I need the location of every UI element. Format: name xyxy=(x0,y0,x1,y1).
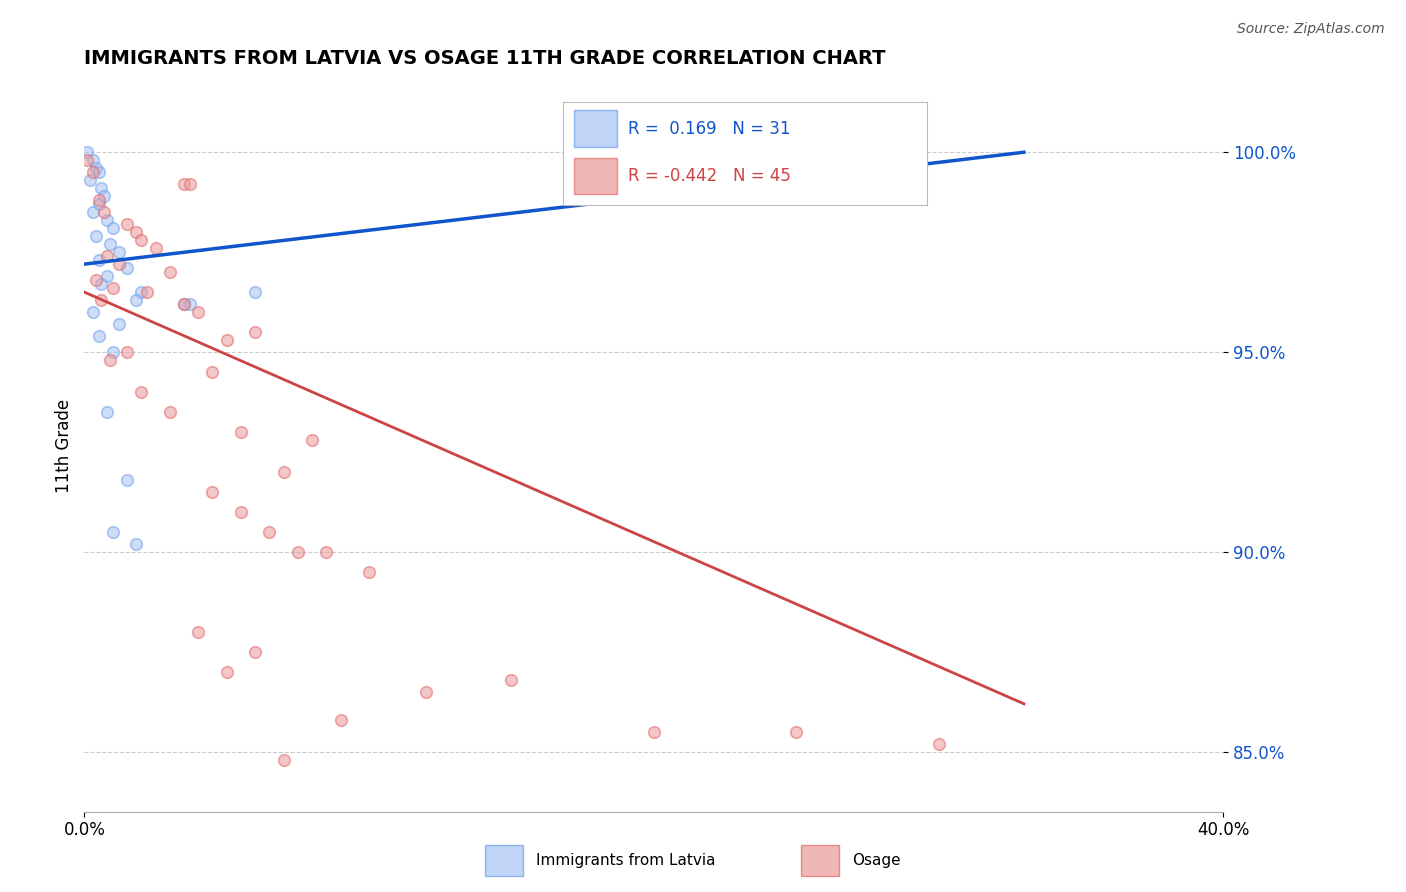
Point xyxy=(84,229,107,244)
Point xyxy=(87,329,110,343)
Point xyxy=(215,333,238,347)
Point xyxy=(96,405,118,419)
Point xyxy=(107,317,129,331)
Point xyxy=(101,221,124,235)
Point xyxy=(98,237,121,252)
Point xyxy=(229,425,252,439)
Point xyxy=(245,645,267,659)
Point xyxy=(785,724,807,739)
Point xyxy=(179,178,201,192)
Point xyxy=(87,197,110,211)
Point xyxy=(179,297,201,311)
Point xyxy=(201,485,224,500)
Point xyxy=(131,385,153,400)
Bar xyxy=(801,846,839,876)
Point xyxy=(159,405,181,419)
Point xyxy=(84,273,107,287)
Point xyxy=(245,285,267,299)
Y-axis label: 11th Grade: 11th Grade xyxy=(55,399,73,493)
Point xyxy=(90,293,112,307)
Point xyxy=(124,537,146,551)
Point xyxy=(928,737,950,751)
Point xyxy=(643,724,665,739)
Point xyxy=(359,565,381,579)
Text: Osage: Osage xyxy=(852,854,901,868)
Point xyxy=(145,241,167,255)
Point xyxy=(136,285,159,299)
Point xyxy=(82,153,104,168)
Point xyxy=(101,524,124,539)
Point xyxy=(301,433,323,447)
Point xyxy=(96,213,118,227)
Point xyxy=(76,153,98,168)
Point xyxy=(76,145,98,160)
Text: Immigrants from Latvia: Immigrants from Latvia xyxy=(536,854,716,868)
Point xyxy=(173,297,195,311)
Point xyxy=(115,261,138,276)
Point xyxy=(107,245,129,260)
Point xyxy=(215,665,238,679)
Point xyxy=(173,297,195,311)
Point xyxy=(90,277,112,292)
Point xyxy=(87,193,110,207)
Point xyxy=(159,265,181,279)
Point xyxy=(259,524,281,539)
Point xyxy=(82,165,104,179)
Point xyxy=(173,178,195,192)
Point xyxy=(82,305,104,319)
Point xyxy=(96,269,118,284)
Point xyxy=(315,545,337,559)
Point xyxy=(90,181,112,195)
Point xyxy=(124,293,146,307)
Point xyxy=(93,189,115,203)
Point xyxy=(115,345,138,359)
Point xyxy=(115,217,138,231)
Point xyxy=(84,161,107,176)
Point xyxy=(329,713,352,727)
Point xyxy=(79,173,101,187)
Point xyxy=(273,753,295,767)
Point xyxy=(187,305,209,319)
Point xyxy=(87,253,110,268)
Text: Source: ZipAtlas.com: Source: ZipAtlas.com xyxy=(1237,22,1385,37)
Point xyxy=(501,673,523,687)
Point xyxy=(87,165,110,179)
Point xyxy=(273,465,295,479)
Text: IMMIGRANTS FROM LATVIA VS OSAGE 11TH GRADE CORRELATION CHART: IMMIGRANTS FROM LATVIA VS OSAGE 11TH GRA… xyxy=(84,48,886,68)
Bar xyxy=(485,846,523,876)
Point xyxy=(124,225,146,239)
Point xyxy=(101,345,124,359)
Point xyxy=(201,365,224,379)
Point xyxy=(101,281,124,295)
Point xyxy=(415,685,437,699)
Point xyxy=(131,285,153,299)
Point xyxy=(287,545,309,559)
Point xyxy=(93,205,115,219)
Point xyxy=(245,325,267,339)
Point xyxy=(107,257,129,271)
Point xyxy=(96,249,118,263)
Point xyxy=(115,473,138,487)
Point xyxy=(187,624,209,639)
Point xyxy=(98,353,121,368)
Point xyxy=(131,233,153,247)
Point xyxy=(229,505,252,519)
Point xyxy=(82,205,104,219)
